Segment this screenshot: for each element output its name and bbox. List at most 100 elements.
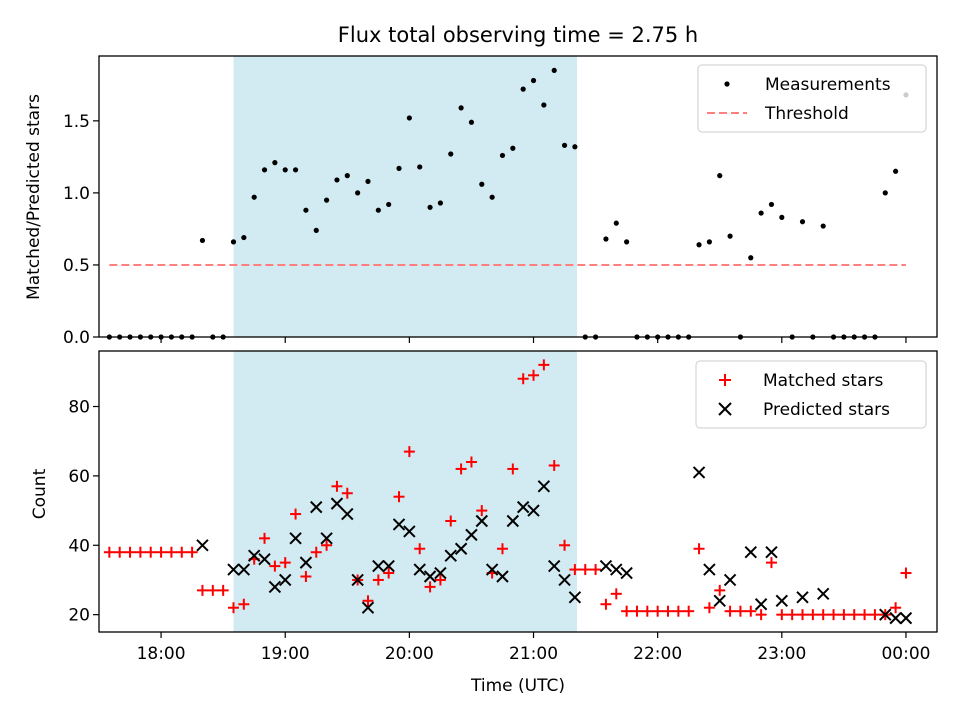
predicted-star-point — [610, 563, 623, 576]
measurement-point — [458, 105, 464, 111]
matched-star-point — [145, 546, 157, 558]
matched-star-point — [900, 567, 912, 579]
matched-star-point — [559, 539, 571, 551]
predicted-star-point — [796, 591, 809, 604]
bottom-y-axis-label: Count — [30, 468, 50, 519]
matched-star-point — [548, 459, 560, 471]
matched-star-point — [517, 373, 529, 385]
measurement-point — [292, 167, 299, 173]
predicted-star-point — [620, 566, 633, 580]
legend-matched-marker — [719, 374, 731, 386]
measurement-point — [799, 219, 806, 225]
bottom-axes-frame — [98, 350, 938, 633]
measurement-point — [893, 168, 899, 174]
matched-star-point — [165, 546, 177, 558]
matched-star-point — [279, 557, 291, 569]
measurement-point — [882, 190, 888, 196]
measurement-point — [717, 173, 723, 179]
predicted-star-point — [227, 563, 240, 576]
measurement-point — [406, 115, 412, 121]
x-tick-label: 18:00 — [137, 644, 186, 664]
measurement-point — [479, 181, 485, 187]
matched-star-point — [424, 581, 436, 593]
predicted-star-point — [341, 507, 354, 521]
matched-star-point — [714, 584, 726, 596]
matched-star-point — [269, 560, 281, 572]
matched-star-point — [259, 532, 271, 544]
matched-star-point — [476, 505, 488, 517]
predicted-star-point — [516, 500, 530, 514]
measurement-point — [324, 197, 330, 203]
measurement-point — [727, 233, 733, 239]
measurement-point — [499, 152, 506, 159]
predicted-star-point — [247, 549, 261, 562]
matched-star-point — [610, 588, 622, 600]
matched-star-point — [828, 609, 840, 621]
measurement-point — [272, 160, 278, 166]
matched-star-point — [290, 508, 302, 520]
predicted-star-point — [496, 570, 509, 583]
matched-star-point — [217, 584, 229, 596]
matched-star-point — [538, 359, 550, 371]
predicted-star-point — [434, 566, 447, 580]
y-tick-label: 60 — [68, 467, 90, 487]
bottom-shaded-region — [233, 351, 577, 632]
matched-star-point — [683, 605, 695, 617]
matched-star-point — [641, 605, 653, 617]
predicted-star-point — [423, 570, 437, 583]
predicted-star-point — [548, 559, 561, 573]
matched-star-point — [176, 546, 188, 558]
matched-star-point — [621, 605, 633, 617]
matched-star-point — [807, 609, 819, 621]
predicted-star-point — [279, 573, 292, 587]
measurement-point — [603, 236, 609, 242]
top-x-ticks — [160, 337, 907, 343]
predicted-star-point — [765, 546, 778, 559]
matched-star-point — [227, 602, 239, 614]
measurement-point — [748, 255, 754, 261]
bottom-legend: Matched stars Predicted stars — [695, 360, 927, 429]
measurement-point — [344, 173, 350, 179]
predicted-star-point — [775, 594, 789, 607]
matched-star-point — [103, 546, 115, 558]
chart-title: Flux total observing time = 2.75 h — [338, 23, 698, 47]
measurement-point — [520, 86, 526, 92]
matched-star-point — [859, 609, 871, 621]
matched-star-point — [403, 446, 415, 458]
predicted-star-point — [599, 559, 613, 573]
matched-star-point — [496, 543, 508, 555]
top-y-axis-label: Matched/Predicted stars — [24, 94, 44, 300]
y-tick-label: 0.5 — [63, 256, 90, 276]
measurement-point — [530, 77, 537, 84]
x-axis-label: Time (UTC) — [470, 676, 565, 696]
predicted-star-point — [537, 480, 551, 493]
predicted-star-point — [568, 591, 582, 604]
predicted-star-point — [310, 500, 323, 514]
top-panel: 0.0 0.5 1.0 1.5 Matched/Predicted stars Mea… — [24, 55, 938, 348]
predicted-star-point — [330, 497, 344, 510]
measurement-point — [396, 165, 402, 171]
legend-matched-label: Matched stars — [763, 371, 883, 391]
measurement-point — [696, 242, 702, 248]
top-marks — [106, 67, 909, 340]
matched-star-point — [590, 564, 602, 576]
matched-star-point — [528, 369, 540, 381]
measurement-point — [768, 201, 775, 208]
measurement-point — [613, 220, 619, 226]
predicted-star-point — [889, 611, 902, 625]
measurement-point — [510, 145, 516, 151]
measurement-point — [624, 239, 630, 245]
predicted-star-point — [237, 563, 251, 576]
matched-star-point — [755, 609, 767, 621]
matched-star-point — [724, 605, 736, 617]
predicted-star-point — [454, 542, 468, 555]
predicted-star-point — [527, 504, 540, 517]
matched-star-point — [765, 557, 777, 569]
predicted-star-point — [299, 556, 313, 569]
predicted-star-point — [754, 598, 768, 611]
predicted-star-point — [744, 546, 757, 559]
matched-star-point — [662, 605, 674, 617]
measurement-point — [199, 237, 206, 244]
predicted-star-point — [403, 525, 416, 538]
